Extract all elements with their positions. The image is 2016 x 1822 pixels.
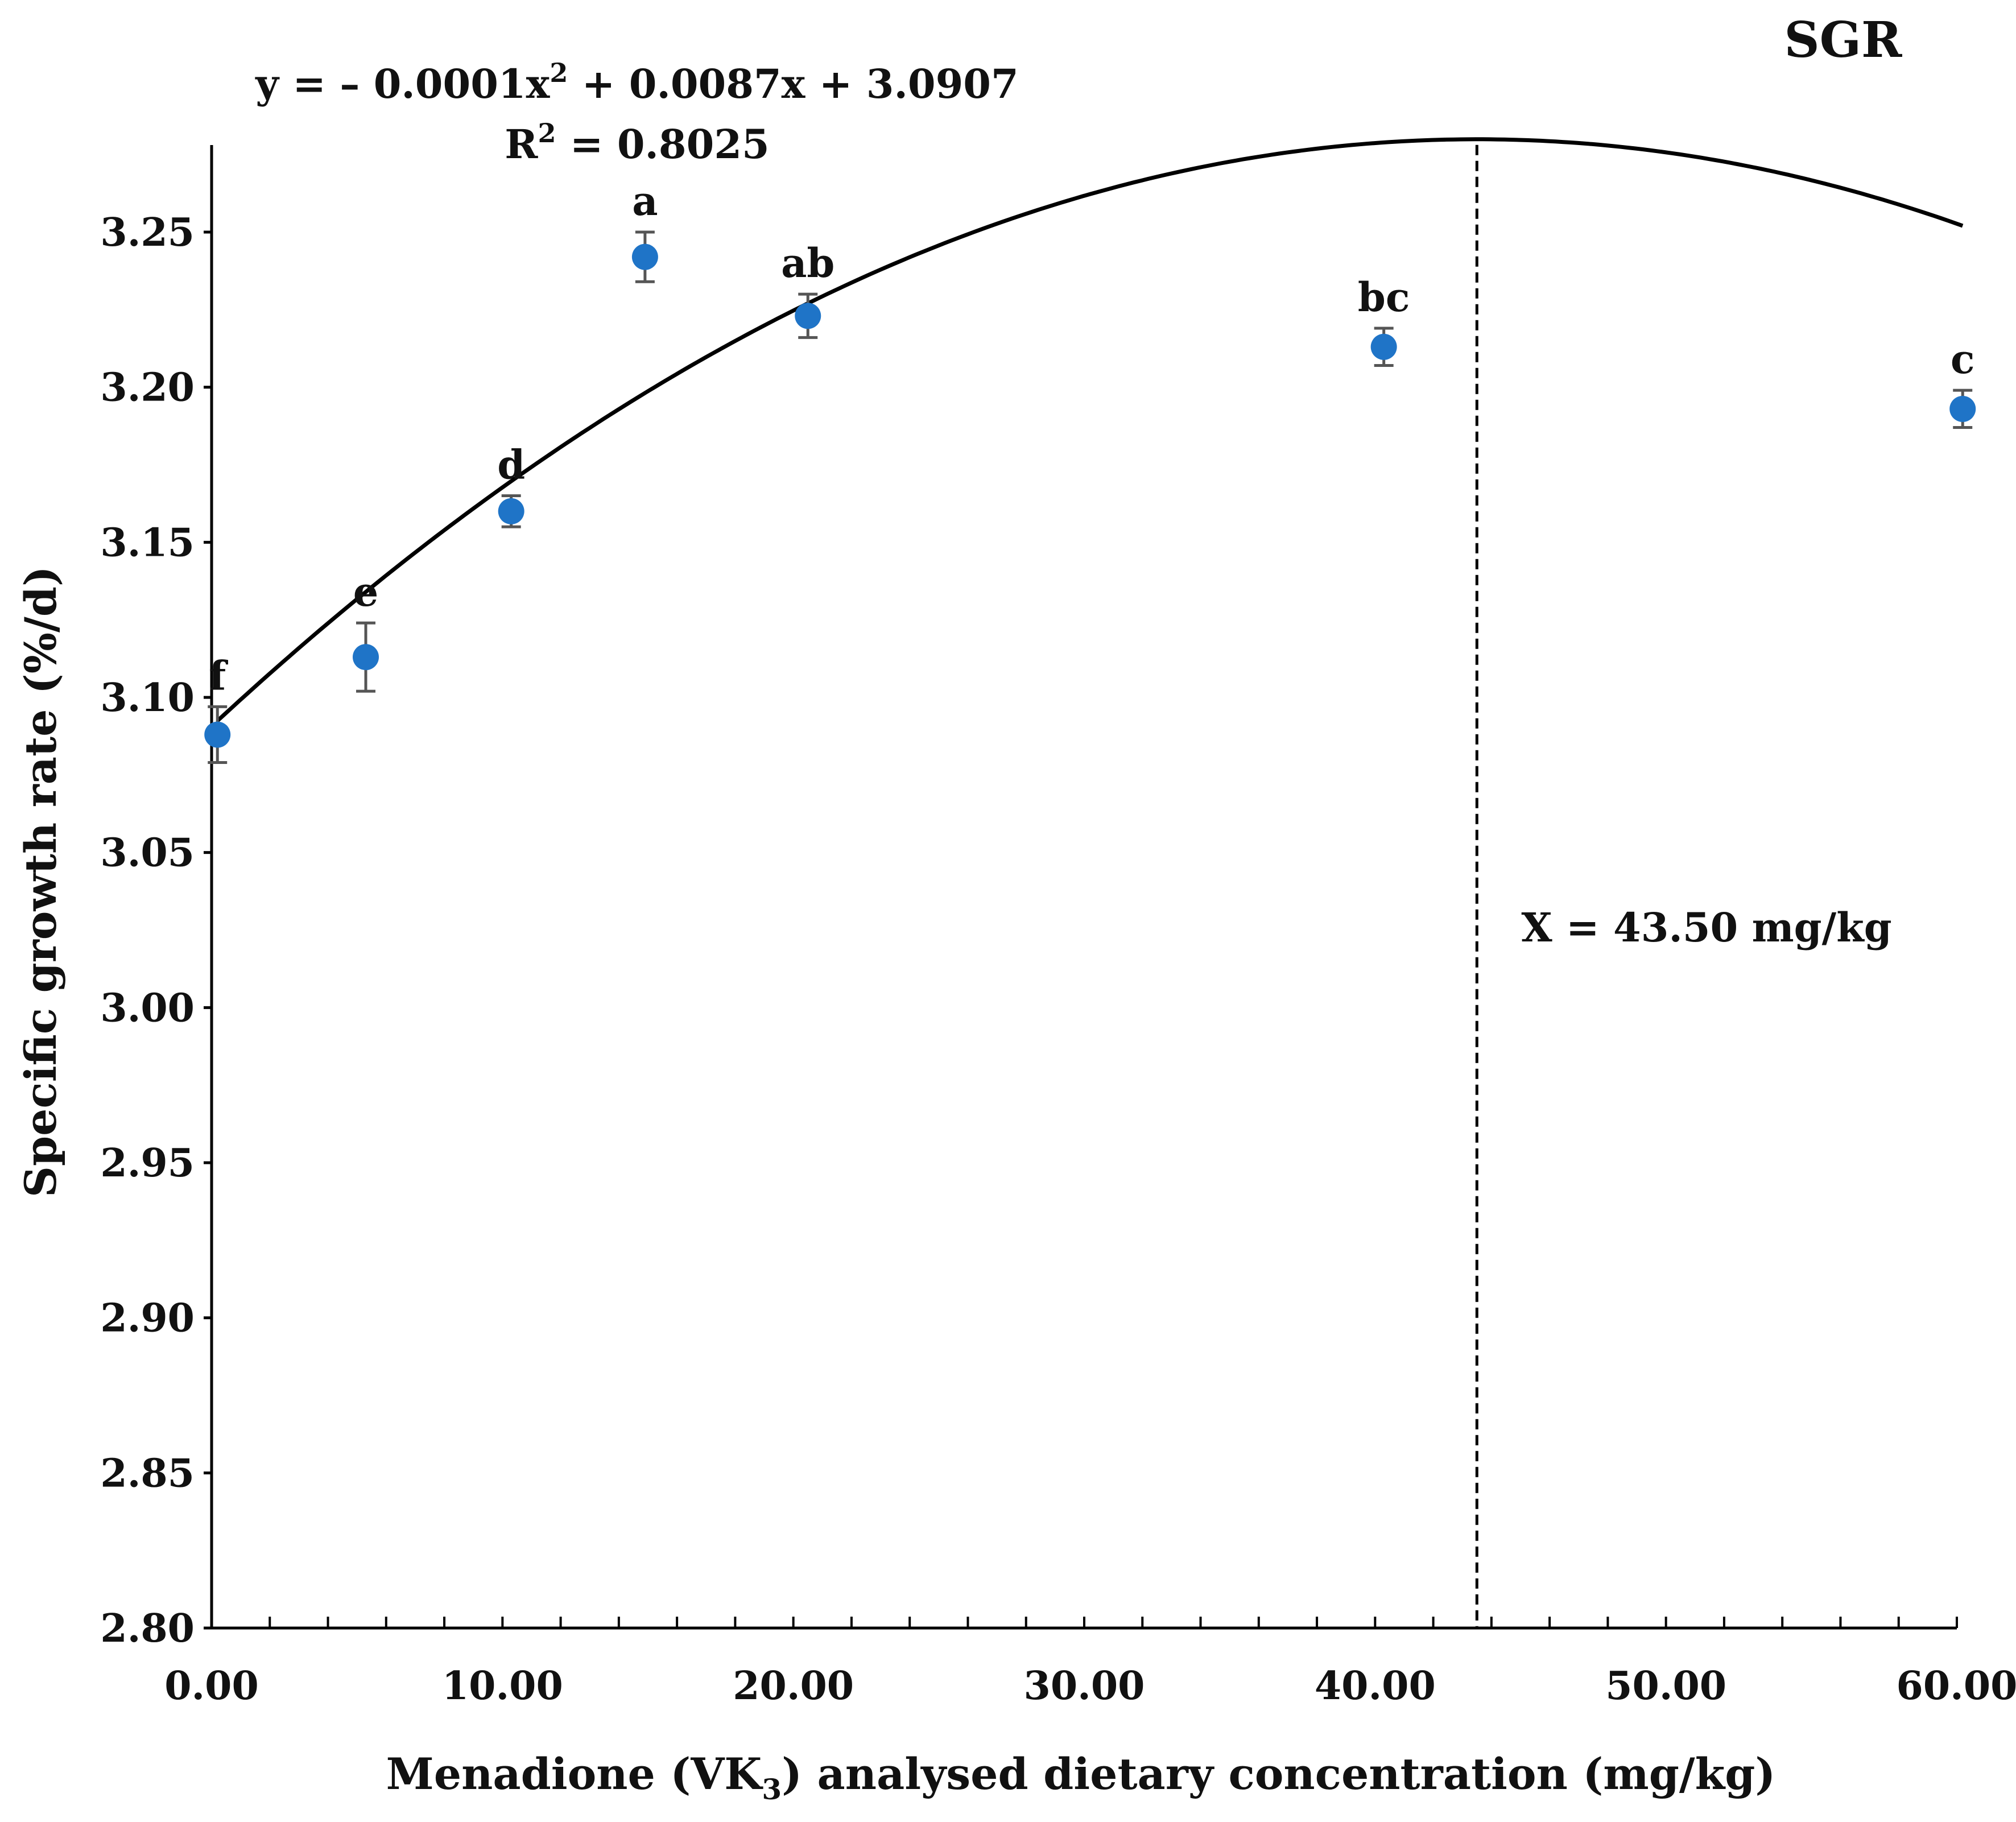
data-point-group: d xyxy=(497,441,525,528)
y-tick-label: 2.80 xyxy=(100,1606,195,1651)
y-tick-label: 3.05 xyxy=(100,831,195,876)
significance-label: ab xyxy=(781,239,835,287)
significance-label: e xyxy=(353,568,379,615)
breakpoint-group: X = 43.50 mg/kg xyxy=(1475,144,1892,1628)
data-point-group: a xyxy=(631,177,658,283)
y-tick-label: 2.85 xyxy=(100,1451,195,1496)
y-tick-label: 3.25 xyxy=(100,210,195,255)
x-tick-label: 50.00 xyxy=(1605,1663,1726,1709)
x-tick-label: 30.00 xyxy=(1024,1663,1145,1709)
significance-label: f xyxy=(209,652,228,699)
x-axis-title: Menadione (VK3) analysed dietary concent… xyxy=(386,1749,1776,1806)
data-point xyxy=(631,243,658,270)
significance-label: bc xyxy=(1358,274,1410,321)
panel-title: SGR xyxy=(1784,11,1902,69)
data-points-group: f e d a ab bc c xyxy=(204,177,1976,765)
data-point-group: bc xyxy=(1358,274,1410,367)
y-tick-label: 3.00 xyxy=(100,985,195,1031)
significance-label: a xyxy=(632,177,658,225)
x-tick-label: 20.00 xyxy=(733,1663,854,1709)
y-tick-label: 3.20 xyxy=(100,365,195,411)
y-tick-label: 2.95 xyxy=(100,1141,195,1186)
data-point xyxy=(1370,333,1397,360)
y-axis-title: Specific growth rate (%/d) xyxy=(15,566,66,1197)
breakpoint-label: X = 43.50 mg/kg xyxy=(1521,904,1891,951)
data-point xyxy=(353,644,379,671)
data-point-group: f xyxy=(204,652,231,765)
data-point xyxy=(204,721,231,748)
x-tick-label: 0.00 xyxy=(164,1663,259,1709)
fit-curve-group xyxy=(216,137,1964,722)
significance-label: c xyxy=(1951,336,1975,383)
y-tick-label: 3.10 xyxy=(100,675,195,721)
fit-curve xyxy=(216,137,1964,722)
data-point-group: e xyxy=(353,568,379,693)
data-point xyxy=(498,498,524,524)
x-tick-label: 10.00 xyxy=(442,1663,563,1709)
data-point xyxy=(795,303,821,329)
x-tick-label: 60.00 xyxy=(1897,1663,2016,1709)
significance-label: d xyxy=(497,441,525,489)
y-ticks: 2.80 2.85 2.90 2.95 3.00 3.05 3.10 3.15 3.20 3.25 xyxy=(100,210,212,1651)
x-tick-label: 40.00 xyxy=(1315,1663,1436,1709)
y-tick-label: 2.90 xyxy=(100,1296,195,1341)
x-ticks: 0.00 10.00 20.00 30.00 40.00 50.00 60.00 xyxy=(164,1617,2016,1709)
data-point xyxy=(1949,395,1976,422)
fit-r-squared: R2 = 0.8025 xyxy=(505,118,770,168)
data-point-group: c xyxy=(1949,336,1976,429)
y-tick-label: 3.15 xyxy=(100,520,195,565)
data-point-group: ab xyxy=(781,239,835,339)
fit-equation: y = – 0.0001x2 + 0.0087x + 3.0907 xyxy=(255,57,1018,108)
